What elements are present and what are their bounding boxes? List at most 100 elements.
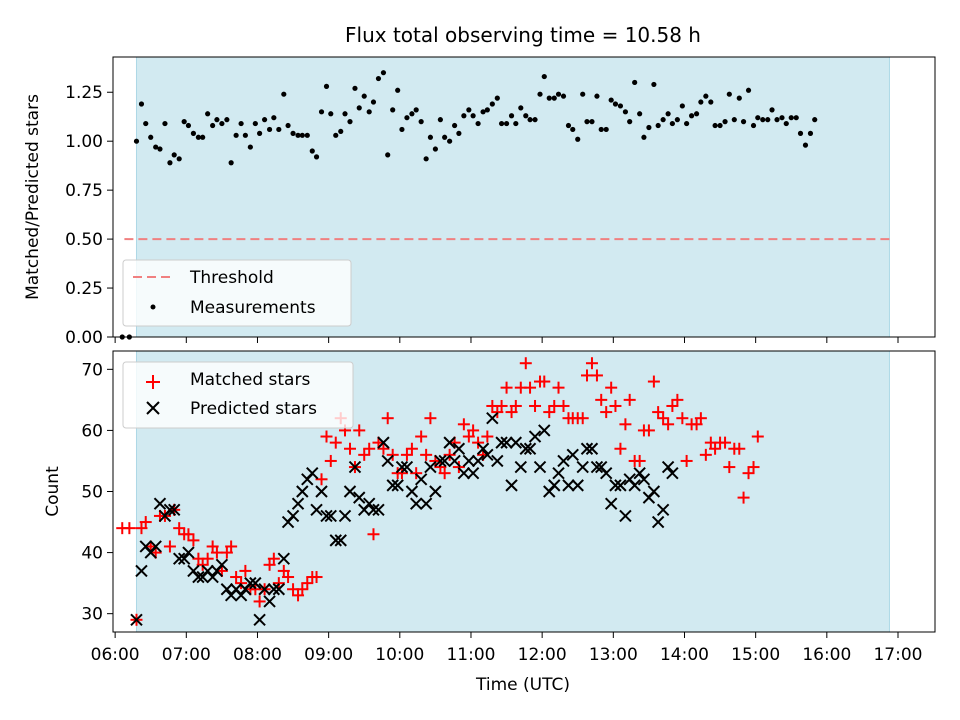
matched-star-point	[235, 577, 248, 590]
measurement-point	[195, 134, 202, 140]
matched-star-point	[301, 577, 314, 590]
measurement-point	[760, 117, 766, 123]
time-x-tick-label: 14:00	[660, 645, 709, 665]
matched-star-point	[737, 491, 750, 504]
measurement-point	[181, 119, 187, 125]
predicted-star-point	[557, 454, 570, 468]
measurement-point	[318, 109, 325, 115]
predicted-star-point	[666, 466, 679, 480]
predicted-star-point	[258, 583, 271, 596]
matched-star-point	[662, 418, 675, 431]
measurement-point	[171, 152, 177, 158]
predicted-star-point	[656, 503, 670, 517]
measurement-point	[783, 120, 789, 127]
measurement-point	[541, 73, 547, 80]
measurement-point	[167, 160, 173, 166]
measurement-point	[527, 117, 533, 123]
measurement-point	[242, 132, 248, 138]
measurement-point	[769, 107, 775, 113]
predicted-star-point	[661, 460, 675, 474]
ratio-y-axis-label: Matched/Predicted stars	[23, 94, 43, 300]
measurement-point	[427, 134, 434, 140]
predicted-star-point	[391, 479, 404, 492]
matched-star-point	[590, 369, 603, 382]
measurement-point	[480, 109, 486, 115]
measurement-point	[731, 117, 737, 123]
ratio-y-tick-label: 0.75	[65, 181, 103, 201]
measurement-point	[580, 91, 586, 97]
matched-star-point	[623, 393, 636, 406]
measurement-point	[532, 117, 538, 123]
count-y-tick-label: 60	[81, 421, 103, 441]
predicted-star-point	[495, 436, 508, 449]
measurement-point	[162, 120, 168, 127]
predicted-star-point	[438, 454, 451, 468]
matched-star-point	[196, 558, 209, 571]
measurement-point	[271, 115, 277, 121]
predicted-star-point	[277, 552, 291, 565]
measurement-point	[281, 91, 287, 97]
time-x-tick-label: 08:00	[233, 645, 282, 665]
measurement-point	[674, 117, 680, 123]
measurement-point	[385, 152, 391, 158]
predicted-star-point	[471, 454, 485, 468]
measurement-point	[299, 132, 305, 138]
measurement-point	[395, 87, 401, 93]
measurement-point	[185, 122, 192, 129]
measurement-point	[712, 122, 718, 129]
measurement-point	[703, 93, 709, 99]
predicted-star-point	[523, 442, 537, 455]
measurement-point	[375, 75, 382, 82]
matched-star-point	[457, 418, 470, 431]
measurement-point	[594, 93, 600, 99]
ratio-legend-box	[122, 259, 352, 327]
measurement-point	[309, 148, 315, 154]
matched-star-point	[666, 399, 679, 412]
matched-star-point	[123, 522, 136, 535]
predicted-star-point	[647, 485, 661, 498]
predicted-star-point	[296, 485, 309, 498]
matched-star-point	[557, 399, 570, 412]
predicted-star-point	[215, 558, 229, 572]
measurement-point	[484, 107, 490, 113]
predicted-star-point	[130, 613, 143, 626]
matched-star-point	[353, 424, 366, 437]
predicted-star-point	[163, 503, 177, 517]
matched-star-point	[694, 412, 707, 425]
measurement-point	[684, 120, 690, 127]
time-x-tick-label: 16:00	[802, 645, 851, 665]
predicted-star-point	[500, 436, 513, 449]
measurement-point	[665, 111, 671, 117]
measurement-point	[646, 124, 652, 131]
matched-star-point	[377, 442, 390, 455]
predicted-star-point	[576, 460, 589, 474]
matched-star-point	[605, 381, 618, 394]
measurement-point	[214, 117, 220, 123]
measurement-point	[333, 132, 339, 138]
matched-star-point	[671, 393, 684, 406]
ratio-y-tick-label: 0.50	[65, 230, 103, 250]
measurement-point	[637, 111, 643, 117]
predicted-star-point	[486, 411, 499, 425]
measurement-point	[584, 119, 590, 125]
legend-matched-label: Matched stars	[190, 370, 310, 390]
legend-matched-swatch	[146, 375, 160, 389]
matched-star-point	[538, 375, 551, 388]
matched-star-point	[519, 357, 532, 370]
matched-star-point	[552, 381, 565, 394]
predicted-star-point	[434, 454, 447, 468]
matched-star-point	[676, 412, 689, 425]
predicted-stars-points	[130, 411, 679, 626]
matched-star-point	[600, 406, 613, 419]
measurement-point	[555, 91, 562, 97]
measurement-point	[257, 130, 263, 136]
predicted-star-point	[192, 570, 205, 584]
predicted-star-point	[409, 497, 423, 510]
measurement-point	[370, 99, 377, 105]
measurement-point	[261, 117, 268, 123]
matched-star-point	[315, 473, 328, 486]
measurement-point	[313, 154, 320, 160]
predicted-star-point	[419, 497, 433, 510]
predicted-star-point	[505, 479, 518, 492]
matched-star-point	[699, 448, 712, 461]
